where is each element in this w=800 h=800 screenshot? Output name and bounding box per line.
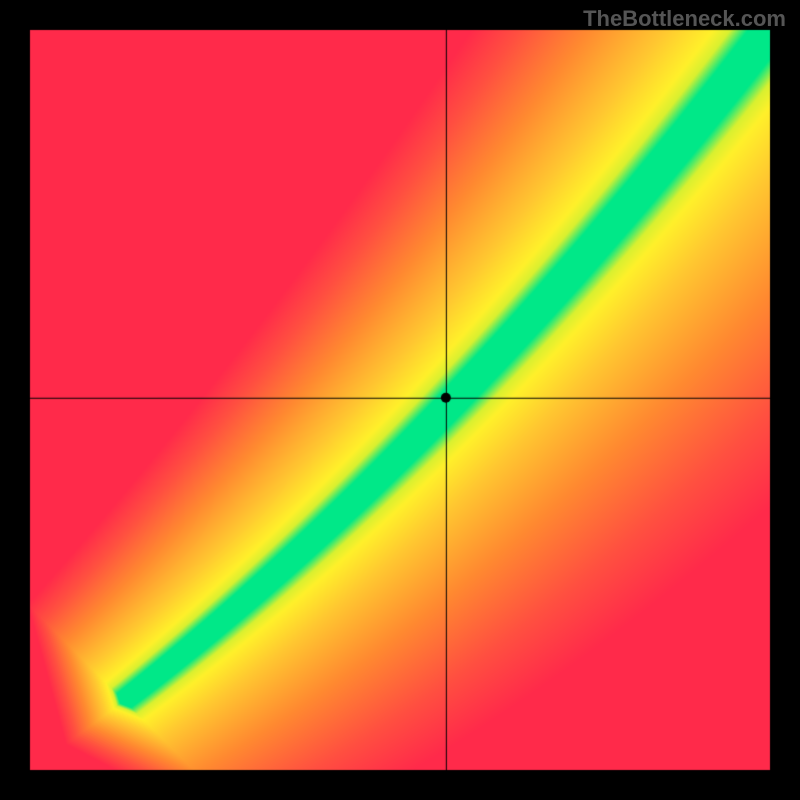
bottleneck-heatmap: [0, 0, 800, 800]
chart-container: TheBottleneck.com: [0, 0, 800, 800]
watermark-text: TheBottleneck.com: [583, 6, 786, 32]
